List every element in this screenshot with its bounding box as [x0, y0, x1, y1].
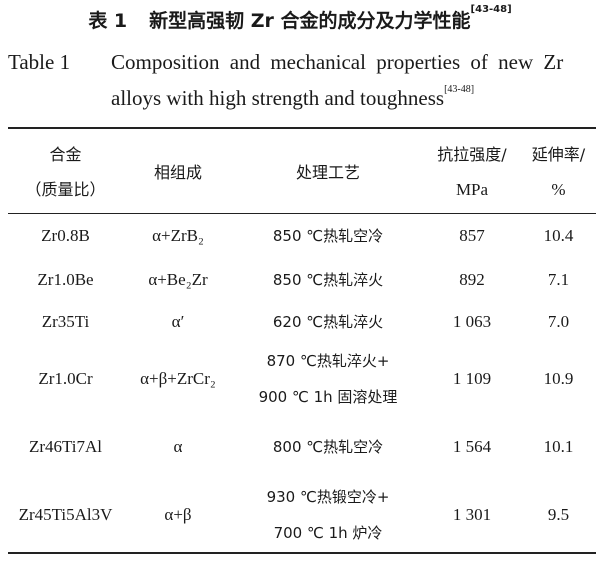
process-line: 700 ℃ 1h 炉冷: [273, 524, 383, 542]
process-line: 930 ℃热锻空冷+: [266, 488, 390, 506]
cell-alloy: Zr0.8B: [41, 226, 90, 245]
properties-table: 合金 （质量比） 相组成 处理工艺 抗拉强度/MPa 延伸率/% Zr0.8B α+…: [8, 130, 596, 551]
cell-strength: 1 109: [452, 369, 492, 388]
table-row: Zr0.8B α+ZrB₂ 850 ℃热轧空冷 857 10.4: [8, 214, 596, 258]
header-rule: [8, 213, 596, 214]
cell-elongation: 10.1: [543, 437, 574, 456]
cell-phase: α+β: [164, 505, 192, 524]
cell-phase: α+β+ZrCr₂: [140, 369, 216, 388]
cell-strength: 892: [459, 269, 485, 289]
caption-reference: [43-48]: [470, 4, 512, 15]
cell-strength: 1 564: [452, 437, 492, 456]
header-process: 处理工艺: [295, 162, 360, 182]
table-row: Zr1.0Be α+Be₂Zr 850 ℃热轧淬火 892 7.1: [8, 258, 596, 301]
header-strength: 抗拉强度/MPa: [423, 130, 521, 214]
cell-process: 930 ℃热锻空冷+ 700 ℃ 1h 炉冷: [233, 479, 423, 551]
bottom-rule: [8, 552, 596, 554]
table-row: Zr46Ti7Al α 800 ℃热轧空冷 1 564 10.1: [8, 415, 596, 479]
header-elongation-l1: 延伸率/: [531, 145, 586, 164]
header-elongation-l2: %: [551, 180, 566, 199]
cell-alloy: Zr1.0Cr: [38, 369, 93, 388]
cell-alloy: Zr1.0Be: [37, 269, 94, 289]
cell-strength: 1 063: [452, 312, 492, 331]
cell-elongation: 7.0: [547, 312, 570, 331]
cell-phase: α+Be₂Zr: [148, 269, 208, 289]
cell-process: 800 ℃热轧空冷: [233, 415, 423, 479]
cell-alloy: Zr45Ti5Al3V: [18, 505, 113, 524]
caption-title-en-line2: alloys with high strength and toughness[…: [111, 84, 475, 111]
cell-alloy: Zr35Ti: [41, 312, 90, 331]
cell-process: 620 ℃热轧淬火: [233, 301, 423, 343]
cell-phase: α′: [171, 312, 185, 331]
header-alloy: 合金 （质量比）: [8, 130, 123, 214]
process-line: 620 ℃热轧淬火: [272, 313, 384, 331]
process-line: 870 ℃热轧淬火+: [266, 352, 390, 370]
cell-elongation: 10.9: [543, 369, 574, 388]
table-header-row: 合金 （质量比） 相组成 处理工艺 抗拉强度/MPa 延伸率/%: [8, 130, 596, 214]
table-row: Zr35Ti α′ 620 ℃热轧淬火 1 063 7.0: [8, 301, 596, 343]
cell-process: 850 ℃热轧淬火: [233, 258, 423, 301]
table-number-en: Table 1: [8, 50, 71, 74]
process-line: 850 ℃热轧空冷: [272, 227, 384, 245]
header-strength-l1: 抗拉强度/: [437, 145, 507, 164]
header-alloy-l1: 合金: [49, 145, 82, 164]
caption-title-en-text: alloys with high strength and toughness: [111, 86, 445, 110]
cell-alloy: Zr46Ti7Al: [28, 437, 103, 456]
process-line: 800 ℃热轧空冷: [272, 438, 384, 456]
header-alloy-l2: （质量比）: [25, 180, 106, 199]
cell-process: 850 ℃热轧空冷: [233, 214, 423, 258]
table-number-cn: 表 1: [88, 10, 128, 32]
top-rule: [8, 127, 596, 129]
cell-phase: α: [173, 437, 183, 456]
process-line: 850 ℃热轧淬火: [272, 270, 384, 289]
caption-title-en-line1: Composition and mechanical properties of…: [111, 50, 564, 74]
cell-strength: 857: [459, 226, 485, 245]
table-row: Zr45Ti5Al3V α+β 930 ℃热锻空冷+ 700 ℃ 1h 炉冷 1 301…: [8, 479, 596, 551]
table-body: Zr0.8B α+ZrB₂ 850 ℃热轧空冷 857 10.4 Zr1.0Be α+Be₂…: [8, 214, 596, 551]
caption-reference-en: [43-48]: [444, 84, 475, 95]
table-caption-chinese: 表 1 新型高强韧 Zr 合金的成分及力学性能[43-48]: [0, 4, 600, 33]
cell-elongation: 10.4: [543, 226, 574, 245]
process-line: 900 ℃ 1h 固溶处理: [258, 388, 398, 406]
header-strength-l2: MPa: [455, 180, 489, 199]
cell-elongation: 7.1: [547, 269, 570, 289]
caption-title-cn: 新型高强韧 Zr 合金的成分及力学性能: [149, 10, 471, 32]
cell-phase: α+ZrB₂: [152, 226, 204, 245]
cell-process: 870 ℃热轧淬火+ 900 ℃ 1h 固溶处理: [233, 343, 423, 415]
cell-strength: 1 301: [452, 505, 492, 524]
header-elongation: 延伸率/%: [521, 130, 596, 214]
cell-elongation: 9.5: [547, 505, 570, 524]
header-phase: 相组成: [153, 162, 202, 182]
table-row: Zr1.0Cr α+β+ZrCr₂ 870 ℃热轧淬火+ 900 ℃ 1h 固溶处理 1…: [8, 343, 596, 415]
